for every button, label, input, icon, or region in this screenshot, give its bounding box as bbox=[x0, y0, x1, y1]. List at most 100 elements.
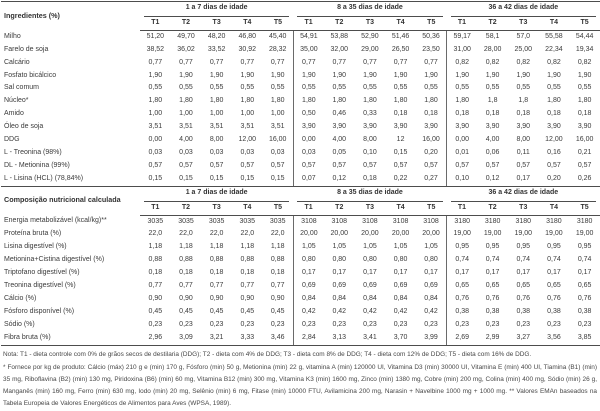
table-row: L - Lisina (HCL) (78,84%) 0,15 0,15 0,15 0,1… bbox=[1, 172, 600, 187]
value-cell: 3035 bbox=[239, 217, 256, 225]
value-cell: 0,77 bbox=[363, 58, 377, 66]
row-label: Cálcio (%) bbox=[4, 294, 37, 302]
value-cell: 0,00 bbox=[446, 134, 478, 147]
treatment-column-header: T3 bbox=[201, 16, 232, 31]
value-cell: 1,80 bbox=[577, 97, 592, 105]
value-cell: 1,80 bbox=[363, 97, 377, 105]
value-cell: 0,10 bbox=[446, 172, 478, 187]
value-cell: 0,69 bbox=[424, 282, 438, 290]
value-cell: 23,50 bbox=[422, 45, 440, 53]
value-cell: 1,00 bbox=[148, 110, 163, 118]
value-cell: 59,17 bbox=[446, 30, 478, 44]
value-cell: 2,84 bbox=[292, 331, 324, 346]
value-cell: 3035 bbox=[178, 217, 194, 225]
value-cell: 8,00 bbox=[516, 136, 531, 144]
value-cell: 20,00 bbox=[422, 230, 440, 238]
table-row: Treonina digestível (%) 0,77 0,77 0,77 0,77 0… bbox=[1, 280, 600, 293]
value-cell: 20,00 bbox=[391, 230, 410, 238]
value-cell: 28,00 bbox=[483, 45, 502, 53]
value-cell: 25,00 bbox=[514, 45, 533, 53]
row-label: L - Treonina (98%) bbox=[4, 148, 62, 156]
value-cell: 4,00 bbox=[485, 136, 500, 144]
value-cell: 1,90 bbox=[240, 71, 255, 79]
age-group-3-label: 36 a 42 dias de idade bbox=[450, 2, 596, 17]
value-cell: 0,77 bbox=[332, 58, 347, 66]
value-cell: 1,18 bbox=[148, 243, 163, 251]
value-cell: 0,03 bbox=[148, 148, 163, 156]
treatment-column-header: T5 bbox=[415, 201, 447, 216]
value-cell: 0,84 bbox=[332, 294, 347, 302]
value-cell: 55,58 bbox=[545, 32, 563, 40]
value-cell: 58,1 bbox=[485, 32, 500, 40]
value-cell: 3,90 bbox=[363, 123, 377, 131]
value-cell: 0,57 bbox=[547, 161, 561, 169]
treatment-column-header: T5 bbox=[569, 16, 600, 31]
value-cell: 52,90 bbox=[361, 32, 379, 40]
table-row: Proteína bruta (%) 22,0 22,0 22,0 22,0 22,0 20… bbox=[1, 228, 600, 242]
value-cell: 0,55 bbox=[363, 84, 377, 92]
value-cell: 0,69 bbox=[363, 282, 377, 290]
treatment-column-header: T2 bbox=[170, 201, 202, 216]
value-cell: 1,90 bbox=[363, 71, 377, 79]
value-cell: 0,77 bbox=[209, 282, 224, 290]
value-cell: 0,18 bbox=[547, 110, 561, 118]
table-row: Milho 51,20 49,70 48,20 46,80 45,40 54,91 53,88… bbox=[1, 30, 600, 44]
value-cell: 0,88 bbox=[179, 256, 193, 264]
value-cell: 4,00 bbox=[179, 136, 193, 144]
value-cell: 0,17 bbox=[332, 269, 347, 277]
row-label: DL - Metionina (99%) bbox=[4, 161, 70, 169]
value-cell: 0,23 bbox=[577, 320, 592, 328]
value-cell: 0,55 bbox=[209, 84, 224, 92]
row-label: Energia metabolizável (kcal/kg)** bbox=[4, 217, 107, 225]
value-cell: 1,00 bbox=[270, 110, 285, 118]
value-cell: 0,18 bbox=[240, 269, 255, 277]
value-cell: 0,76 bbox=[516, 294, 531, 302]
value-cell: 0,45 bbox=[209, 307, 224, 315]
treatment-column-header: T1 bbox=[293, 201, 324, 216]
value-cell: 20,00 bbox=[361, 230, 379, 238]
value-cell: 1,80 bbox=[148, 97, 163, 105]
footnote-premix: * Fornece por kg de produto: Cálcio (máx… bbox=[3, 363, 597, 408]
value-cell: 0,10 bbox=[363, 148, 377, 156]
treatment-column-header: T4 bbox=[385, 201, 416, 216]
value-cell: 53,88 bbox=[330, 32, 349, 40]
age-group-1-header: 1 a 7 dias de idade bbox=[140, 2, 293, 17]
value-cell: 3108 bbox=[423, 217, 439, 225]
value-cell: 3108 bbox=[331, 217, 348, 225]
value-cell: 3,09 bbox=[170, 331, 202, 346]
treatment-column-header: T4 bbox=[538, 16, 570, 31]
value-cell: 0,77 bbox=[240, 282, 255, 290]
value-cell: 0,57 bbox=[424, 161, 438, 169]
value-cell: 0,21 bbox=[577, 148, 592, 156]
value-cell: 1,05 bbox=[393, 243, 408, 251]
value-cell: 0,18 bbox=[516, 110, 531, 118]
value-cell: 0,26 bbox=[569, 172, 600, 187]
value-cell: 0,23 bbox=[393, 320, 408, 328]
value-cell: 0,23 bbox=[332, 320, 347, 328]
table-row: Núcleo* 1,80 1,80 1,80 1,80 1,80 1,80 1,80 1,80 1… bbox=[1, 95, 600, 109]
row-label: Metionina+Cistina digestível (%) bbox=[4, 256, 105, 264]
value-cell: 0,17 bbox=[507, 172, 539, 187]
value-cell: 0,74 bbox=[446, 254, 478, 268]
table-row: Sódio (%) 0,23 0,23 0,23 0,23 0,23 0,23 0,23 0,2… bbox=[1, 318, 600, 332]
value-cell: 0,90 bbox=[270, 294, 285, 302]
value-cell: 46,80 bbox=[238, 32, 257, 40]
value-cell: 49,70 bbox=[177, 32, 195, 40]
value-cell: 50,36 bbox=[422, 32, 440, 40]
value-cell: 1,80 bbox=[240, 97, 255, 105]
table-row: Triptofano digestível (%) 0,18 0,18 0,18 0,1… bbox=[1, 267, 600, 281]
value-cell: 0,23 bbox=[270, 320, 285, 328]
value-cell: 0,90 bbox=[179, 294, 193, 302]
value-cell: 0,55 bbox=[292, 82, 324, 96]
value-cell: 16,00 bbox=[575, 136, 594, 144]
value-cell: 0,82 bbox=[446, 56, 478, 70]
value-cell: 3,90 bbox=[393, 123, 408, 131]
value-cell: 20,00 bbox=[330, 230, 349, 238]
value-cell: 3180 bbox=[446, 215, 478, 229]
value-cell: 0,18 bbox=[270, 269, 285, 277]
value-cell: 22,0 bbox=[240, 230, 255, 238]
treatment-header-row: T1 T2 T3 T4 T5 T1 T2 T3 T4 T5 T1 T2 T3 T4 T5 bbox=[1, 16, 600, 31]
value-cell: 0,57 bbox=[332, 161, 347, 169]
value-cell: 19,00 bbox=[545, 230, 563, 238]
value-cell: 3180 bbox=[546, 217, 562, 225]
